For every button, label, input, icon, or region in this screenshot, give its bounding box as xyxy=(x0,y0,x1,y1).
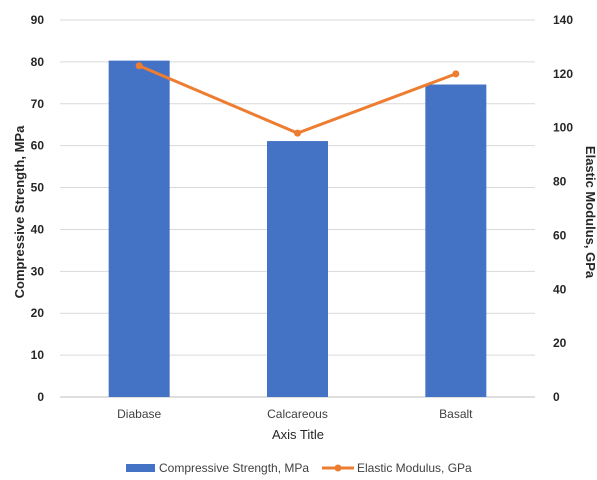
y2-tick-label: 100 xyxy=(553,121,573,135)
bar-series xyxy=(108,60,487,398)
y-axis-title: Compressive Strength, MPa xyxy=(12,125,27,298)
y2-axis-title: Elastic Modulus, GPa xyxy=(583,146,597,279)
y-tick-label: 50 xyxy=(31,181,45,195)
line-point xyxy=(294,129,301,137)
y2-tick-label: 40 xyxy=(553,282,567,296)
bar xyxy=(425,84,487,398)
x-axis-ticks: Diabase Calcareous Basalt xyxy=(117,407,473,421)
y-tick-label: 20 xyxy=(31,306,45,320)
legend-swatch-bar xyxy=(126,464,155,472)
y-tick-label: 60 xyxy=(31,139,45,153)
x-tick-label: Basalt xyxy=(439,407,473,421)
y-tick-label: 40 xyxy=(31,222,45,236)
series-line xyxy=(138,64,457,135)
y-tick-label: 80 xyxy=(31,55,45,69)
y2-tick-label: 60 xyxy=(553,228,567,242)
bar xyxy=(267,141,328,397)
y2-tick-label: 120 xyxy=(553,67,573,81)
y-tick-label: 30 xyxy=(31,264,45,278)
y-tick-label: 0 xyxy=(37,390,44,404)
y-tick-label: 90 xyxy=(31,13,45,27)
x-axis-title: Axis Title xyxy=(272,427,324,442)
y2-tick-label: 80 xyxy=(553,175,567,189)
legend-label-bar: Compressive Strength, MPa xyxy=(159,461,309,475)
y-tick-label: 70 xyxy=(31,97,45,111)
x-tick-label: Calcareous xyxy=(267,407,328,421)
y2-tick-label: 140 xyxy=(553,13,573,27)
left-axis-ticks: 0 10 20 30 40 50 60 70 80 90 xyxy=(31,13,45,404)
bar xyxy=(108,60,170,397)
y2-tick-label: 0 xyxy=(553,390,560,404)
right-axis-ticks: 0 20 40 60 80 100 120 140 xyxy=(553,13,573,404)
legend-label-line: Elastic Modulus, GPa xyxy=(357,461,472,475)
legend-swatch-marker xyxy=(334,464,342,472)
y2-tick-label: 20 xyxy=(553,336,567,350)
line-series xyxy=(135,62,460,137)
x-tick-label: Diabase xyxy=(117,407,161,421)
y-tick-label: 10 xyxy=(31,348,45,362)
line-point xyxy=(452,70,460,78)
legend: Compressive Strength, MPa Elastic Modulu… xyxy=(126,461,472,475)
line-point xyxy=(135,62,143,70)
